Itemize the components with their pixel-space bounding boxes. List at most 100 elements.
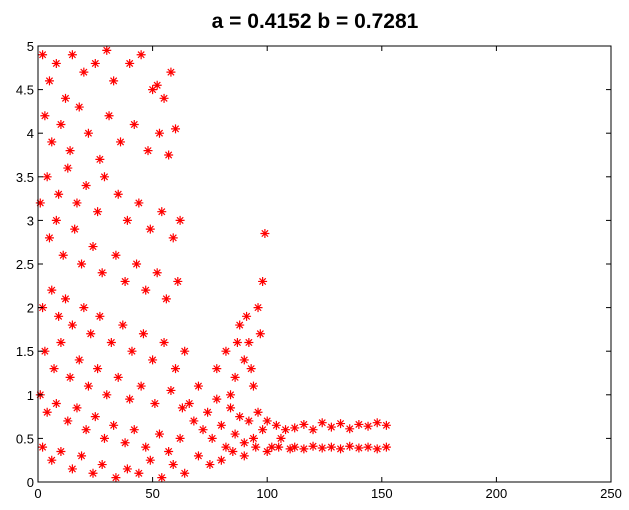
scatter-point <box>164 446 174 456</box>
scatter-point <box>171 124 181 134</box>
scatter-point <box>74 102 84 112</box>
scatter-point <box>113 372 123 382</box>
scatter-point <box>253 407 263 417</box>
x-tick-label: 150 <box>371 486 393 501</box>
scatter-point <box>81 425 91 435</box>
scatter-point <box>56 337 66 347</box>
scatter-point <box>143 146 153 156</box>
scatter-point <box>77 451 87 461</box>
scatter-point <box>253 303 263 313</box>
scatter-point <box>216 455 226 465</box>
scatter-point <box>44 233 54 243</box>
scatter-point <box>97 460 107 470</box>
scatter-point <box>168 233 178 243</box>
plot-area <box>38 46 611 482</box>
scatter-point <box>207 433 217 443</box>
scatter-point <box>95 311 105 321</box>
scatter-point <box>47 285 57 295</box>
scatter-point <box>129 119 139 129</box>
scatter-point <box>120 438 130 448</box>
scatter-point <box>40 111 50 121</box>
scatter-point <box>118 320 128 330</box>
scatter-point <box>239 355 249 365</box>
x-tick-label: 250 <box>600 486 622 501</box>
scatter-point <box>226 403 236 413</box>
scatter-point <box>95 154 105 164</box>
y-tick-label: 2 <box>27 301 34 316</box>
scatter-point <box>244 337 254 347</box>
scatter-point <box>129 425 139 435</box>
scatter-point <box>136 381 146 391</box>
scatter-point <box>221 442 231 452</box>
scatter-point <box>271 420 281 430</box>
scatter-point <box>228 446 238 456</box>
x-tick-label: 100 <box>256 486 278 501</box>
scatter-point <box>56 446 66 456</box>
y-tick-label: 2.5 <box>16 257 34 272</box>
scatter-point <box>38 442 48 452</box>
scatter-point <box>42 407 52 417</box>
scatter-point <box>198 425 208 435</box>
scatter-point <box>230 372 240 382</box>
scatter-point <box>120 276 130 286</box>
scatter-point <box>58 250 68 260</box>
scatter-point <box>226 390 236 400</box>
scatter-point <box>127 346 137 356</box>
scatter-point <box>72 198 82 208</box>
scatter-point <box>354 419 364 429</box>
scatter-point <box>54 189 64 199</box>
x-axis: 0 50 100 150 200 250 <box>34 46 622 501</box>
scatter-point <box>184 399 194 409</box>
scatter-point <box>175 433 185 443</box>
y-tick-label: 4.5 <box>16 83 34 98</box>
scatter-point <box>345 441 355 451</box>
scatter-point <box>290 423 300 433</box>
scatter-point <box>205 460 215 470</box>
scatter-point <box>88 468 98 478</box>
scatter-point <box>86 329 96 339</box>
y-axis: 0 0.5 1 1.5 2 2.5 3 3.5 4 4.5 5 <box>16 39 611 490</box>
scatter-point <box>81 181 91 191</box>
scatter-point <box>164 150 174 160</box>
scatter-point <box>161 294 171 304</box>
scatter-point <box>157 207 167 217</box>
scatter-point <box>109 420 119 430</box>
y-tick-label: 0 <box>27 475 34 490</box>
scatter-point <box>248 381 258 391</box>
scatter-point <box>317 443 327 453</box>
scatter-point <box>267 442 277 452</box>
y-tick-label: 0.5 <box>16 431 34 446</box>
scatter-point <box>102 45 112 55</box>
scatter-point <box>159 337 169 347</box>
scatter-point <box>83 381 93 391</box>
x-tick-label: 0 <box>34 486 41 501</box>
scatter-point <box>134 198 144 208</box>
scatter-point <box>246 364 256 374</box>
scatter-point <box>157 473 167 483</box>
scatter-point <box>326 442 336 452</box>
scatter-point <box>381 420 391 430</box>
scatter-point <box>97 268 107 278</box>
scatter-point <box>281 425 291 435</box>
scatter-point <box>113 189 123 199</box>
scatter-point <box>336 419 346 429</box>
scatter-point <box>67 320 77 330</box>
scatter-point <box>70 224 80 234</box>
scatter-point <box>180 346 190 356</box>
scatter-point <box>177 403 187 413</box>
scatter-point <box>150 399 160 409</box>
scatter-point <box>193 381 203 391</box>
scatter-point <box>235 412 245 422</box>
scatter-point <box>168 460 178 470</box>
scatter-point <box>141 442 151 452</box>
scatter-point <box>40 346 50 356</box>
scatter-point <box>260 228 270 238</box>
scatter-point <box>141 285 151 295</box>
scatter-point <box>61 294 71 304</box>
scatter-point <box>88 242 98 252</box>
scatter-point <box>125 58 135 68</box>
scatter-point <box>122 464 132 474</box>
scatter-point <box>232 337 242 347</box>
scatter-point <box>299 444 309 454</box>
scatter-point <box>154 429 164 439</box>
